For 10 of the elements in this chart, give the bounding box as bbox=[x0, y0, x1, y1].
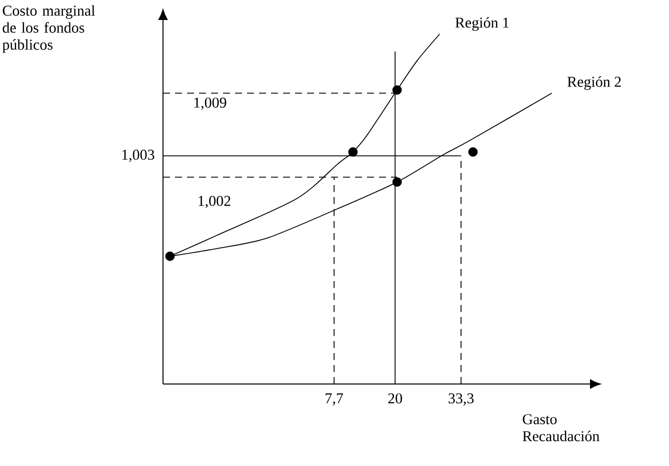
series-label: Región 1 bbox=[455, 17, 509, 31]
annotation: 1,009 bbox=[194, 98, 226, 110]
x-axis-title: Gasto Recaudación bbox=[522, 414, 600, 442]
annotation: 1,003 bbox=[122, 150, 154, 162]
series-label: Región 2 bbox=[567, 76, 621, 90]
annotation: 1,002 bbox=[198, 196, 230, 208]
x-tick-label: 33,3 bbox=[448, 393, 474, 406]
y-axis-title: Costo marginal de los fondos públicos bbox=[2, 5, 95, 53]
x-tick-label: 7,7 bbox=[326, 393, 344, 406]
x-tick-label: 20 bbox=[388, 393, 402, 404]
